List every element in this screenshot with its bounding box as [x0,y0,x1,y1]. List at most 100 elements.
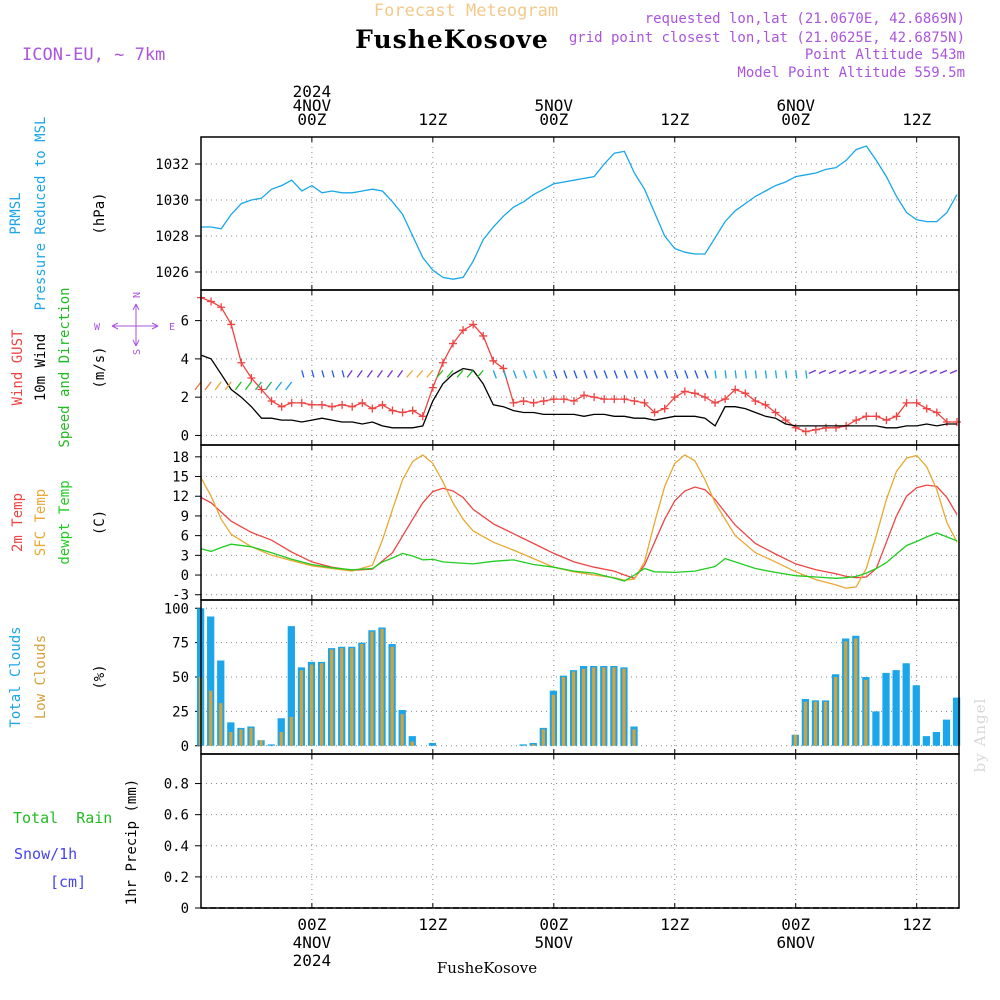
wind-arrow [573,370,578,379]
wind-arrow [704,370,709,379]
wind-arrow [714,370,717,379]
legend-label: Total Rain [13,809,112,827]
low-cloud-bar [229,732,233,746]
gust-marker [882,416,891,425]
gust-marker [549,395,558,404]
y-tick-label: 6 [181,529,189,545]
bottom-axis-label: 12Z [418,915,447,934]
y-tick-label: 0 [181,428,189,444]
top-axis-label: 12Z [660,110,689,129]
y-axis-label: Total Clouds [8,626,24,727]
y-tick-label: 0 [181,739,189,755]
gust-marker [832,423,841,432]
wind-arrow [466,369,474,378]
gust-marker [317,400,326,409]
gust-marker [469,320,478,329]
low-cloud-bar [844,641,848,746]
gust-marker [217,303,226,312]
total-cloud-bar [942,719,951,746]
gust-marker [438,358,447,367]
total-cloud-bar [952,697,961,746]
low-cloud-bar [289,716,293,746]
wind-arrow [674,370,679,379]
panel-frame [200,753,960,909]
requested-coords: requested lon,lat (21.0670E, 42.6869N) [645,11,965,27]
wind-arrow [939,369,948,374]
wind-arrow [664,370,669,379]
top-axis-label: 00Z [781,110,810,129]
y-tick-label: 50 [172,670,189,686]
gust-marker [207,297,216,306]
low-cloud-bar [259,740,263,746]
wind-arrow [321,370,325,378]
low-cloud-bar [531,744,535,746]
low-cloud-bar [793,734,797,746]
gust-marker [459,326,468,335]
gust-marker [761,400,770,409]
y-tick-label: 75 [172,636,189,652]
bottom-axis-label: 5NOV [535,933,574,952]
top-axis-label: 00Z [297,110,326,129]
wind-arrow [341,370,345,378]
bottom-axis-label: 6NOV [776,933,815,952]
wind-arrow [224,381,232,391]
gust-marker [942,418,951,427]
y-tick-label: 0.4 [164,839,189,855]
low-cloud-bar [602,667,606,746]
total-cloud-bar [408,736,416,746]
y-tick-label: 9 [181,509,189,525]
wind-arrow [603,370,608,379]
panels: 1026 1028 1030 1032 PRMSL Pressure Reduced to… [8,82,961,970]
y-axis-label: 10m Wind [33,334,49,401]
wind-arrow [446,369,454,378]
y-tick-label: 25 [172,704,189,720]
gust-marker [731,385,740,394]
total-cloud-bar [932,732,941,746]
wind-arrow [859,369,867,374]
y-tick-label: 4 [181,352,189,368]
gust-marker [610,395,619,404]
low-cloud-bar [622,668,626,746]
gust-marker [852,416,861,425]
gust-marker [539,396,548,405]
wind-arrow [533,370,538,379]
y-tick-label: 0.2 [164,870,189,886]
wind-arrow [919,369,928,374]
gust-marker [690,389,699,398]
y-tick-label: -3 [172,588,189,604]
gust-marker [912,398,921,407]
wind-arrow [774,370,778,379]
low-cloud-bar [834,677,838,746]
y-axis-label: SFC Temp [33,489,49,556]
y-tick-label: 1026 [155,265,189,281]
y-axis-label: Low Clouds [33,635,49,719]
top-axis-label: 12Z [902,110,931,129]
unit-label: (m/s) [92,346,108,388]
closest-coords: grid point closest lon,lat (21.0625E, 42… [569,30,965,46]
y-axis-label: dewpt Temp [57,480,73,564]
low-cloud-bar [319,663,324,746]
panel-wind: 0 2 4 6 Wind GUST 10m Wind Speed and Direction… [10,287,961,448]
gust-marker [680,387,689,396]
low-cloud-bar [410,741,414,746]
gust-marker [328,402,337,411]
series-line-0 [201,145,958,280]
y-tick-label: 6 [181,314,189,330]
wind-arrow [492,370,497,379]
wind-arrow [899,369,907,374]
gust-marker [892,412,901,421]
y-tick-label: 1032 [155,157,189,173]
low-cloud-bar [864,679,868,746]
wind-arrow [301,370,305,378]
low-cloud-bar [360,644,364,746]
low-cloud-bar [299,670,304,746]
panel-frame [200,289,960,446]
bottom-axis-label: 12Z [660,915,689,934]
low-cloud-bar [370,631,374,746]
gust-marker [821,423,830,432]
wind-arrow [929,369,938,374]
gust-marker [801,427,810,436]
total-cloud-bar [428,743,437,746]
wind-arrow [909,369,917,374]
